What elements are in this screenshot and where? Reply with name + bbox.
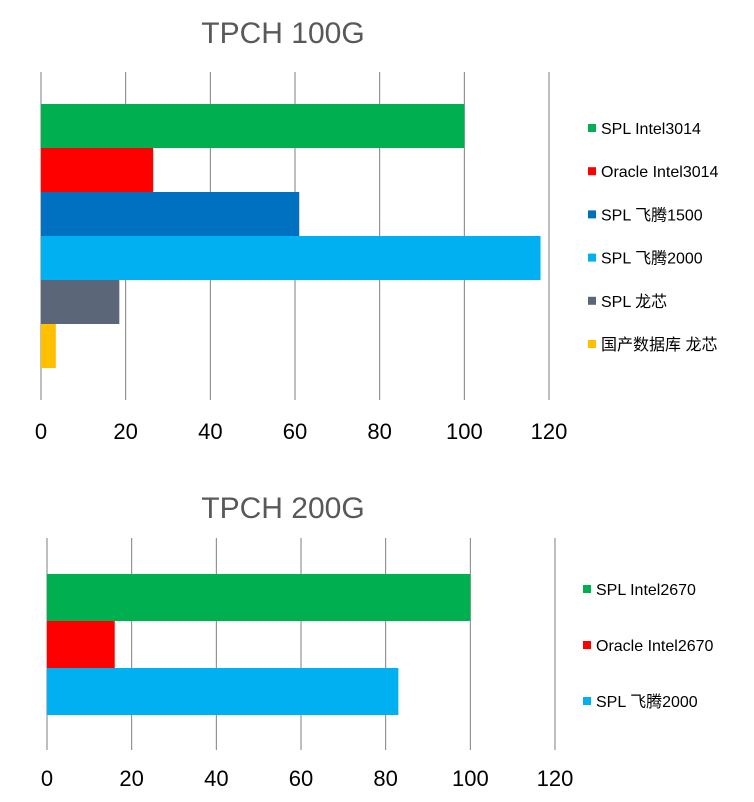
- legend-label: SPL Intel3014: [601, 121, 701, 138]
- legend-label: SPL 飞腾2000: [596, 693, 698, 711]
- x-tick-label: 60: [283, 419, 307, 444]
- x-tick-label: 40: [204, 766, 228, 791]
- legend-label: SPL 龙芯: [601, 293, 667, 311]
- legend-swatch: [583, 641, 591, 649]
- x-tick-label: 60: [289, 766, 313, 791]
- legend-label: Oracle Intel2670: [596, 638, 714, 655]
- legend-swatch: [588, 340, 596, 348]
- x-tick-label: 100: [446, 419, 483, 444]
- bar: [41, 148, 154, 192]
- chart-tpch-100g: TPCH 100G 0 20 40 60 80 100 120 SPL Intel3014 O…: [35, 17, 719, 444]
- chart-title: TPCH 100G: [201, 17, 364, 50]
- grid-layer: [46, 538, 556, 750]
- x-tick-label: 120: [531, 419, 568, 444]
- tick-labels: 0 20 40 60 80 100 120: [35, 419, 567, 444]
- legend-swatch: [588, 167, 596, 176]
- bar: [41, 192, 300, 236]
- legend-swatch: [588, 253, 596, 262]
- legend-label: SPL 飞腾2000: [601, 250, 703, 268]
- legend-swatch: [588, 210, 596, 219]
- bar: [41, 104, 465, 148]
- legend: SPL Intel3014 Oracle Intel3014 SPL 飞腾1500 S…: [588, 121, 719, 354]
- x-tick-label: 0: [41, 766, 53, 791]
- bar: [47, 621, 115, 668]
- bar: [41, 236, 541, 280]
- chart-tpch-200g: TPCH 200G 0 20 40 60 80 100 120 SPL Intel2670 O…: [0, 480, 754, 802]
- bar: [47, 668, 399, 715]
- legend-swatch: [583, 697, 591, 705]
- x-tick-label: 20: [113, 419, 137, 444]
- legend-swatch: [583, 585, 591, 593]
- bars-layer: [41, 104, 541, 368]
- legend-label: SPL Intel2670: [596, 582, 696, 599]
- x-tick-label: 40: [198, 419, 222, 444]
- chart-svg: TPCH 200G 0 20 40 60 80 100 120 SPL Intel2670 O…: [41, 492, 714, 791]
- x-tick-label: 120: [537, 766, 574, 791]
- legend-swatch: [588, 296, 596, 305]
- chart-title: TPCH 200G: [201, 492, 364, 525]
- x-tick-label: 0: [35, 419, 47, 444]
- legend-label: SPL 飞腾1500: [601, 206, 703, 224]
- bar: [41, 324, 56, 368]
- legend-label: 国产数据库 龙芯: [601, 336, 717, 354]
- legend-label: Oracle Intel3014: [601, 164, 719, 181]
- legend: SPL Intel2670 Oracle Intel2670 SPL 飞腾2000: [583, 582, 714, 711]
- bars-layer: [47, 574, 471, 715]
- x-tick-label: 100: [452, 766, 489, 791]
- bar: [41, 280, 120, 324]
- tick-labels: 0 20 40 60 80 100 120: [41, 766, 573, 791]
- x-tick-label: 20: [119, 766, 143, 791]
- x-tick-label: 80: [373, 766, 397, 791]
- chart-svg: TPCH 100G 0 20 40 60 80 100 120 SPL Intel3014 O…: [35, 17, 719, 444]
- x-tick-label: 80: [367, 419, 391, 444]
- legend-swatch: [588, 124, 596, 132]
- bar: [47, 574, 471, 621]
